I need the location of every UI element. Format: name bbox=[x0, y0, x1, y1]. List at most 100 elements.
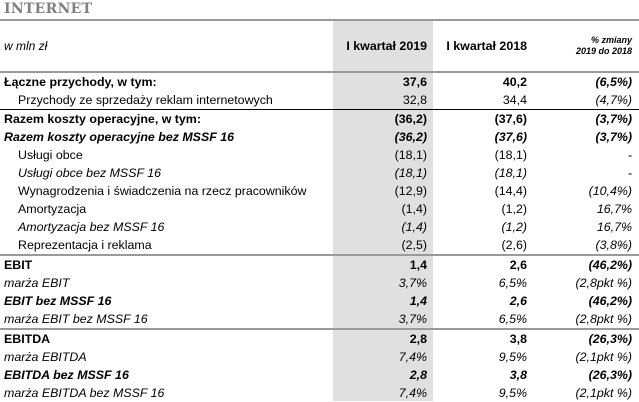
row-label: Przychody ze sprzedaży reklam internetow… bbox=[18, 93, 273, 107]
value-2018: (37,6) bbox=[494, 130, 527, 144]
row-label: marża EBITDA bbox=[4, 350, 87, 364]
value-change: (2,1pkt %) bbox=[575, 350, 632, 364]
table-row: marża EBIT 3,7% 6,5% (2,8pkt %) bbox=[0, 274, 639, 292]
table-header-row: w mln zł I kwartał 2019 I kwartał 2018 %… bbox=[0, 21, 639, 72]
value-2018: 9,5% bbox=[498, 386, 527, 400]
value-2019: 7,4% bbox=[398, 350, 427, 364]
value-2018: 3,8 bbox=[509, 368, 527, 382]
value-2019: (12,9) bbox=[394, 184, 427, 198]
change-header-line2: 2019 do 2018 bbox=[575, 46, 632, 56]
value-2019: 37,6 bbox=[333, 71, 433, 91]
row-label: Reprezentacja i reklama bbox=[18, 238, 152, 252]
value-2018: 6,5% bbox=[498, 276, 527, 290]
value-2019: (36,2) bbox=[333, 109, 433, 128]
value-2018: (2,6) bbox=[501, 238, 527, 252]
row-label: marża EBIT bbox=[4, 276, 70, 290]
value-change: 16,7% bbox=[596, 220, 632, 234]
unit-label: w mln zł bbox=[4, 39, 48, 53]
value-2019: (18,1) bbox=[394, 166, 427, 180]
table-row: Reprezentacja i reklama (2,5) (2,6) (3,8… bbox=[0, 236, 639, 255]
table-row: EBIT 1,4 2,6 (46,2%) bbox=[0, 254, 639, 274]
row-label: marża EBIT bez MSSF 16 bbox=[4, 312, 148, 326]
value-2018: 2,6 bbox=[433, 254, 533, 274]
table-row: Amortyzacja (1,4) (1,2) 16,7% bbox=[0, 200, 639, 218]
column-header-2018: I kwartał 2018 bbox=[446, 39, 527, 53]
value-2019: 7,4% bbox=[398, 386, 427, 400]
row-label: Usługi obce bez MSSF 16 bbox=[18, 166, 162, 180]
row-label: Amortyzacja bez MSSF 16 bbox=[18, 220, 165, 234]
value-2018: 34,4 bbox=[502, 93, 527, 107]
value-change: (46,2%) bbox=[533, 254, 639, 274]
value-change: - bbox=[627, 148, 632, 162]
table-row: Razem koszty operacyjne, w tym: (36,2) (… bbox=[0, 109, 639, 128]
row-label: Łączne przychody, w tym: bbox=[0, 71, 333, 91]
value-2018: 40,2 bbox=[433, 71, 533, 91]
change-header-line1: % zmiany bbox=[590, 35, 632, 45]
table-row: Przychody ze sprzedaży reklam internetow… bbox=[0, 91, 639, 110]
value-change: (2,8pkt %) bbox=[575, 276, 632, 290]
value-2019: 3,7% bbox=[398, 276, 427, 290]
table-row: marża EBITDA 7,4% 9,5% (2,1pkt %) bbox=[0, 348, 639, 366]
value-2019: 3,7% bbox=[398, 312, 427, 326]
value-2019: 2,8 bbox=[409, 368, 427, 382]
value-2019: 1,4 bbox=[333, 254, 433, 274]
value-2019: 32,8 bbox=[402, 93, 427, 107]
table-row: EBIT bez MSSF 16 1,4 2,6 (46,2%) bbox=[0, 292, 639, 310]
value-2018: (1,2) bbox=[501, 202, 527, 216]
table-row: EBITDA 2,8 3,8 (26,3%) bbox=[0, 328, 639, 348]
value-2019: (36,2) bbox=[394, 130, 427, 144]
value-change: (3,7%) bbox=[595, 130, 633, 144]
column-header-2019: I kwartał 2019 bbox=[346, 39, 427, 53]
section-title: INTERNET bbox=[4, 1, 93, 17]
value-2018: (18,1) bbox=[494, 166, 527, 180]
row-label: EBITDA bez MSSF 16 bbox=[4, 368, 129, 382]
value-2019: (1,4) bbox=[401, 202, 427, 216]
value-change: (2,1pkt %) bbox=[575, 386, 632, 400]
table-row: marża EBIT bez MSSF 16 3,7% 6,5% (2,8pkt… bbox=[0, 310, 639, 329]
table-row: Usługi obce bez MSSF 16 (18,1) (18,1) - bbox=[0, 164, 639, 182]
title-divider bbox=[0, 19, 639, 21]
value-2018: 2,6 bbox=[509, 294, 527, 308]
table-row: marża EBITDA bez MSSF 16 7,4% 9,5% (2,1p… bbox=[0, 384, 639, 402]
value-2019: 2,8 bbox=[333, 328, 433, 348]
table-row: Amortyzacja bez MSSF 16 (1,4) (1,2) 16,7… bbox=[0, 218, 639, 236]
value-2019: (1,4) bbox=[401, 220, 427, 234]
table-row: Łączne przychody, w tym: 37,6 40,2 (6,5%… bbox=[0, 71, 639, 91]
row-label: marża EBITDA bez MSSF 16 bbox=[4, 386, 165, 400]
value-2018: 6,5% bbox=[498, 312, 527, 326]
value-2018: (18,1) bbox=[494, 148, 527, 162]
table-row: Razem koszty operacyjne bez MSSF 16 (36,… bbox=[0, 128, 639, 146]
value-change: (4,7%) bbox=[595, 93, 633, 107]
row-label: Usługi obce bbox=[18, 148, 83, 162]
value-change: (26,3%) bbox=[588, 368, 632, 382]
row-label: Razem koszty operacyjne, w tym: bbox=[0, 109, 333, 128]
row-label: Amortyzacja bbox=[18, 202, 87, 216]
value-2019: 1,4 bbox=[409, 294, 427, 308]
value-change: (46,2%) bbox=[588, 294, 632, 308]
value-2019: (2,5) bbox=[401, 238, 427, 252]
row-label: EBITDA bbox=[0, 328, 333, 348]
value-change: (3,7%) bbox=[533, 109, 639, 128]
value-change: (2,8pkt %) bbox=[575, 312, 632, 326]
row-label: EBIT bbox=[0, 254, 333, 274]
row-label: Wynagrodzenia i świadczenia na rzecz pra… bbox=[18, 184, 307, 198]
column-header-change: % zmiany 2019 do 2018 bbox=[533, 21, 639, 72]
value-2018: (1,2) bbox=[501, 220, 527, 234]
value-2018: (37,6) bbox=[433, 109, 533, 128]
table-row: Wynagrodzenia i świadczenia na rzecz pra… bbox=[0, 182, 639, 200]
value-2019: (18,1) bbox=[394, 148, 427, 162]
value-change: 16,7% bbox=[596, 202, 632, 216]
value-2018: 3,8 bbox=[433, 328, 533, 348]
value-2018: 9,5% bbox=[498, 350, 527, 364]
value-change: (26,3%) bbox=[533, 328, 639, 348]
value-change: (6,5%) bbox=[533, 71, 639, 91]
table-row: Usługi obce (18,1) (18,1) - bbox=[0, 146, 639, 164]
row-label: EBIT bez MSSF 16 bbox=[4, 294, 112, 308]
financial-table: w mln zł I kwartał 2019 I kwartał 2018 %… bbox=[0, 21, 639, 402]
value-change: (3,8%) bbox=[595, 238, 633, 252]
value-change: - bbox=[627, 166, 632, 180]
value-change: (10,4%) bbox=[588, 184, 632, 198]
row-label: Razem koszty operacyjne bez MSSF 16 bbox=[4, 130, 235, 144]
table-row: EBITDA bez MSSF 16 2,8 3,8 (26,3%) bbox=[0, 366, 639, 384]
value-2018: (14,4) bbox=[494, 184, 527, 198]
